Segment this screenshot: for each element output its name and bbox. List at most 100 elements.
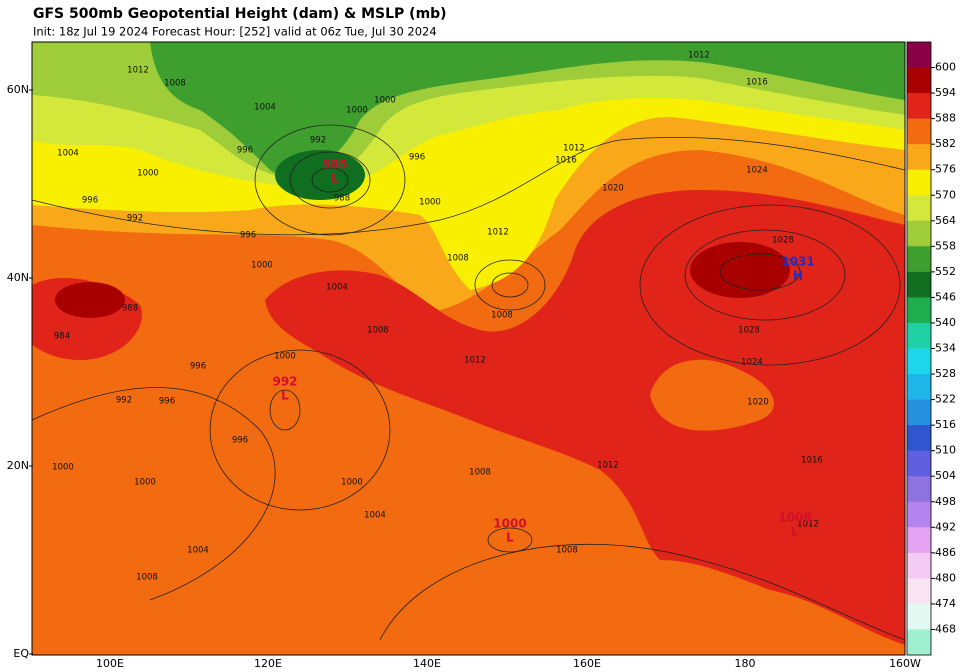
isobar-label: 1000 [341, 478, 363, 488]
center-value: 1008 [778, 511, 811, 525]
isobar-label: 1012 [797, 520, 819, 530]
center-symbol: L [791, 525, 799, 539]
colorbar-label: 492 [935, 520, 956, 533]
isobar-label: 996 [237, 146, 253, 156]
isobar-label: 1020 [602, 184, 624, 194]
isobar-label: 1008 [136, 573, 158, 583]
colorbar-label: 486 [935, 546, 956, 559]
isobar-label: 1020 [747, 398, 769, 408]
colorbar-swatch [907, 271, 931, 298]
isobar-label: 1000 [251, 261, 273, 271]
colorbar-label: 516 [935, 418, 956, 431]
colorbar-label: 576 [935, 163, 956, 176]
isobar-label: 1004 [364, 511, 386, 521]
isobars [32, 124, 905, 641]
isobar-label: 1024 [746, 166, 768, 176]
isobar-label: 996 [232, 436, 248, 446]
lon-label: 160W [889, 657, 921, 670]
map-field [32, 42, 905, 655]
isobar-label: 1004 [254, 103, 276, 113]
colorbar-swatch [907, 246, 931, 273]
colorbar-label: 480 [935, 571, 956, 584]
center-symbol: L [506, 531, 514, 545]
lat-label: EQ [13, 647, 29, 660]
isobar-label: 1008 [367, 326, 389, 336]
colorbar-swatch [907, 118, 931, 145]
colorbar-swatch [907, 578, 931, 605]
isobar-label: 1008 [469, 468, 491, 478]
isobar-label: 988 [334, 194, 350, 204]
isobar-label: 1024 [741, 358, 763, 368]
colorbar-label: 468 [935, 622, 956, 635]
field-552 [275, 150, 365, 200]
isobar-label: 1004 [57, 149, 79, 159]
colorbar-label: 504 [935, 469, 956, 482]
isobar-label: 1004 [326, 283, 348, 293]
isobar-label: 1008 [556, 546, 578, 556]
colorbar-label: 600 [935, 61, 956, 74]
isobar-label: 996 [190, 362, 206, 372]
colorbar-label: 582 [935, 137, 956, 150]
center-symbol: L [281, 389, 289, 403]
colorbar-swatch [907, 322, 931, 349]
colorbar-label: 546 [935, 290, 956, 303]
isobar-label: 1008 [491, 311, 513, 321]
lat-label: 40N [7, 271, 29, 284]
lon-label: 100E [96, 657, 124, 670]
isobar-label: 984 [54, 332, 70, 342]
isobar-label: 1012 [563, 144, 585, 154]
field-600 [690, 242, 790, 298]
colorbar-swatch [907, 348, 931, 375]
isobar-label: 1016 [801, 456, 823, 466]
colorbar-swatch [907, 144, 931, 171]
center-value: 1031 [781, 255, 814, 269]
isobar-label: 996 [82, 196, 98, 206]
colorbar-label: 588 [935, 112, 956, 125]
isobar-label: 1008 [447, 254, 469, 264]
colorbar-swatch [907, 501, 931, 528]
isobar-label: 1000 [274, 352, 296, 362]
colorbar-swatch [907, 195, 931, 222]
colorbar-swatch [907, 169, 931, 196]
lat-label: 60N [7, 83, 29, 96]
lon-label: 160E [573, 657, 601, 670]
isobar-label: 1028 [738, 326, 760, 336]
field-594 [265, 190, 905, 645]
colorbar-label: 564 [935, 214, 956, 227]
colorbar-label: 558 [935, 239, 956, 252]
isobar-label: 1012 [127, 66, 149, 76]
colorbar: 600 594 588 582 576 570 564 558 552 546 540 534 528 5… [906, 41, 956, 656]
colorbar-label: 528 [935, 367, 956, 380]
center-value: 985 [322, 158, 347, 172]
colorbar-swatch [907, 220, 931, 247]
colorbar-swatch [907, 425, 931, 452]
isobar-label: 996 [409, 153, 425, 163]
colorbar-swatch [907, 476, 931, 503]
isobar-label: 1012 [597, 461, 619, 471]
isobar-label: 1000 [374, 96, 396, 106]
isobar-label: 996 [159, 397, 175, 407]
center-symbol: L [331, 172, 339, 186]
isobar-label: 992 [116, 396, 132, 406]
colorbar-swatch [907, 527, 931, 554]
colorbar-swatch [907, 67, 931, 94]
isobar-label: 988 [122, 304, 138, 314]
field-588-patch [650, 359, 774, 431]
center-value: 992 [272, 375, 297, 389]
subtitle: Init: 18z Jul 19 2024 Forecast Hour: [25… [33, 25, 437, 39]
isobar-label: 996 [240, 231, 256, 241]
colorbar-label: 594 [935, 86, 956, 99]
isobar-label: 1004 [187, 546, 209, 556]
colorbar-label: 570 [935, 188, 956, 201]
isobar-label: 1000 [134, 478, 156, 488]
isobar-label: 1000 [137, 169, 159, 179]
isobar-label: 1016 [746, 78, 768, 88]
isobar-label: 992 [127, 214, 143, 224]
colorbar-swatch [907, 374, 931, 401]
lon-label: 140E [413, 657, 441, 670]
field-600-west [55, 282, 125, 318]
colorbar-swatch [907, 603, 931, 630]
colorbar-swatch [907, 42, 931, 69]
